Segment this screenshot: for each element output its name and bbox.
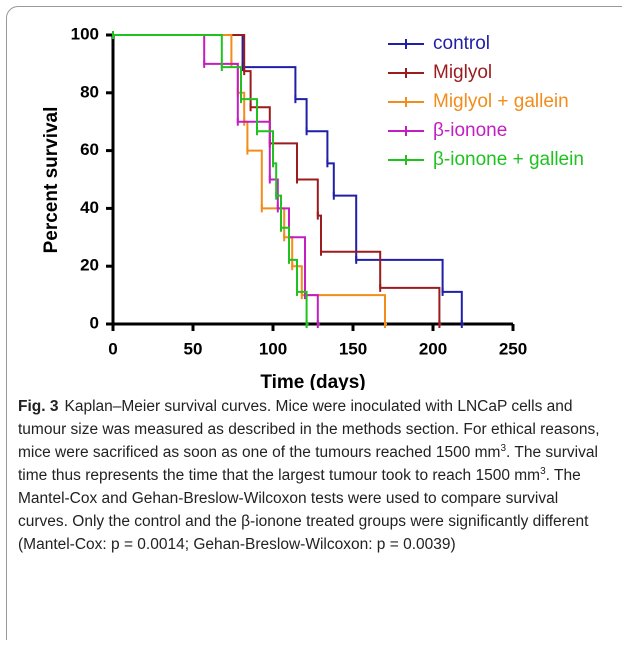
legend-label: Miglyol + gallein — [433, 91, 569, 112]
chart: Percent survival Time (days) 0 20 40 60 80 10… — [41, 24, 584, 390]
survival-curve — [113, 34, 442, 325]
x-tick-label: 150 — [339, 339, 367, 358]
caption-superscript: 3 — [540, 465, 546, 477]
legend-label: Miglyol — [433, 62, 492, 83]
y-tick-label: 60 — [80, 140, 99, 159]
legend-label: control — [433, 33, 490, 54]
y-tick-label: 0 — [90, 313, 99, 332]
figure-frame — [6, 6, 622, 640]
y-tick-label: 80 — [80, 82, 99, 101]
x-tick-label: 50 — [184, 339, 203, 358]
legend-label: β-ionone + gallein — [433, 149, 584, 170]
y-tick-label: 20 — [80, 256, 99, 275]
x-axis-label: Time (days) — [260, 372, 365, 390]
caption-superscript: 3 — [500, 442, 507, 454]
caption-text: Kaplan–Meier survival curves. Mice were … — [18, 398, 600, 461]
y-axis-label: Percent survival — [41, 107, 62, 254]
x-tick-label: 100 — [259, 339, 287, 358]
legend-label: β-ionone — [433, 120, 507, 141]
figure-caption: Fig. 3 Kaplan–Meier survival curves. Mice… — [18, 395, 608, 556]
x-tick-label: 200 — [419, 339, 447, 358]
caption-label: Fig. 3 — [18, 398, 59, 415]
caption-text: . The Mantel-Cox and Gehan-Breslow-Wilco… — [18, 467, 589, 553]
survival-curve — [113, 34, 309, 325]
y-tick-label: 40 — [80, 198, 99, 217]
survival-curve — [113, 34, 320, 325]
x-tick-label: 250 — [499, 339, 527, 358]
caption-text: . The survival time thus represents the … — [18, 444, 598, 484]
survival-curve — [113, 34, 464, 325]
x-tick-label: 0 — [108, 339, 117, 358]
y-tick-label: 100 — [71, 24, 99, 43]
